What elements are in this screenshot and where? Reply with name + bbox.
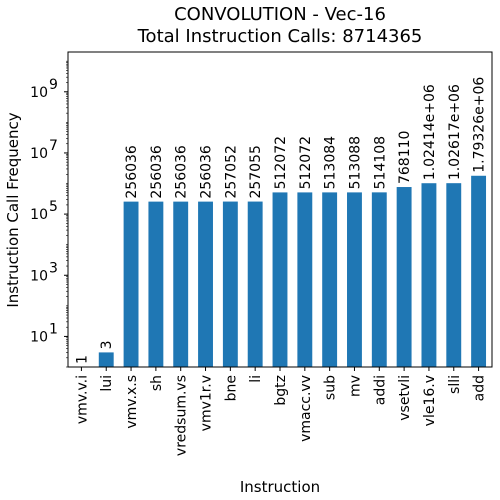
bar-slli	[446, 183, 462, 367]
value-label-add: 1.79326e+06	[472, 77, 488, 173]
x-axis-ticks: vmv.v.i lui vmv.x.s sh vredsum.vs vmv1r.v bne l…	[74, 367, 488, 456]
x-tick-label-vmv.x.s: vmv.x.s	[124, 375, 140, 429]
value-labels: 13 256036 256036 256036 256036 257052 257055 51…	[74, 77, 487, 364]
y-tick-label: 10	[30, 329, 48, 345]
x-tick-label-vmv.v.i: vmv.v.i	[74, 375, 90, 424]
y-tick-exponent: 9	[49, 77, 58, 93]
x-tick-label-slli: slli	[447, 375, 463, 394]
bar-bgtz	[272, 192, 288, 367]
bar-addi	[371, 192, 387, 367]
x-axis-label: Instruction	[240, 478, 320, 496]
x-tick-label-vmv1r.v: vmv1r.v	[199, 375, 215, 431]
bar-bne	[222, 201, 238, 367]
y-tick-label: 10	[30, 85, 48, 101]
value-label-sub: 513084	[323, 136, 339, 190]
value-label-slli: 1.02617e+06	[447, 84, 463, 180]
value-label-li: 257055	[248, 145, 264, 198]
x-tick-label-mv: mv	[347, 375, 363, 397]
x-tick-label-vmacc.vv: vmacc.vv	[298, 375, 314, 442]
plot-frame	[67, 51, 493, 368]
value-label-vle16.v: 1.02414e+06	[422, 84, 438, 180]
y-tick-exponent: 3	[49, 260, 58, 276]
x-tick-label-li: li	[248, 375, 264, 383]
y-tick-label: 10	[30, 268, 48, 284]
x-tick-label-add: add	[472, 375, 488, 401]
y-axis-label: Instruction Call Frequency	[4, 112, 22, 307]
x-tick-label-vredsum.vs: vredsum.vs	[174, 375, 190, 456]
chart-subtitle: Total Instruction Calls: 8714365	[137, 26, 423, 47]
bar-sh	[148, 201, 164, 367]
x-tick-label-sh: sh	[149, 375, 165, 391]
x-tick-label-vle16.v: vle16.v	[422, 375, 438, 426]
chart-title: CONVOLUTION - Vec-16	[174, 4, 386, 25]
x-tick-label-addi: addi	[372, 375, 388, 405]
y-tick-label: 10	[30, 207, 48, 223]
value-label-lui: 3	[99, 340, 115, 349]
value-label-vmacc.vv: 512072	[298, 136, 314, 189]
value-label-vsetvli: 768110	[397, 131, 413, 184]
value-label-addi: 514108	[372, 136, 388, 189]
value-label-vmv.v.i: 1	[74, 355, 90, 364]
y-tick-exponent: 5	[49, 199, 58, 215]
bar-lui	[98, 352, 114, 367]
value-label-bne: 257052	[223, 145, 239, 198]
value-label-vmv.x.s: 256036	[124, 145, 140, 199]
bar-vredsum.vs	[173, 201, 189, 367]
bar-mv	[347, 192, 362, 367]
bar-vle16.v	[421, 183, 437, 367]
bar-vmv1r.v	[198, 201, 213, 367]
y-tick-label: 10	[30, 146, 48, 162]
y-tick-exponent: 7	[49, 138, 58, 154]
y-tick-exponent: 1	[49, 321, 58, 337]
bar-vmacc.vv	[297, 192, 313, 367]
bars	[98, 175, 487, 367]
bar-vmv.x.s	[123, 201, 139, 367]
bar-vsetvli	[396, 187, 412, 367]
x-tick-label-bne: bne	[223, 375, 239, 401]
value-label-sh: 256036	[149, 145, 165, 199]
bar-add	[471, 175, 487, 367]
value-label-mv: 513088	[347, 136, 363, 189]
x-tick-label-vsetvli: vsetvli	[397, 375, 413, 421]
value-label-vmv1r.v: 256036	[199, 145, 215, 199]
bar-sub	[322, 192, 338, 367]
value-label-bgtz: 512072	[273, 136, 289, 189]
bar-li	[247, 201, 263, 367]
value-label-vredsum.vs: 256036	[174, 145, 190, 199]
x-tick-label-lui: lui	[99, 375, 115, 392]
x-tick-label-sub: sub	[323, 375, 339, 400]
x-tick-label-bgtz: bgtz	[273, 375, 289, 406]
